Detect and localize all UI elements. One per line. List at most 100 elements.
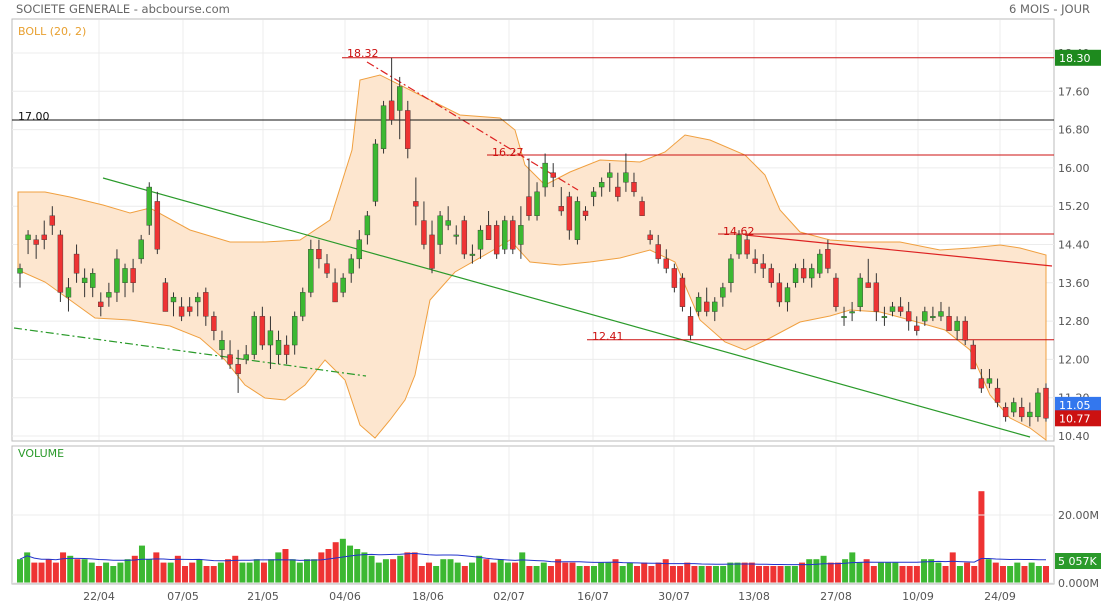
- volume-bar: [978, 491, 985, 583]
- price-tick-label: 17.60: [1058, 85, 1090, 98]
- candle-body: [154, 201, 161, 250]
- volume-bar: [619, 566, 626, 583]
- volume-bar: [569, 562, 576, 583]
- candle-body: [728, 258, 734, 283]
- candle-body: [857, 277, 863, 307]
- candle-body: [348, 258, 354, 274]
- candle-body: [437, 215, 443, 245]
- volume-bar: [705, 566, 712, 583]
- level-label: 16.27: [492, 146, 524, 159]
- candle-body: [324, 263, 330, 274]
- volume-bar: [38, 562, 45, 583]
- volume-bar: [497, 559, 504, 583]
- candle-body: [631, 182, 637, 193]
- volume-bar: [849, 552, 856, 583]
- candle-body: [493, 225, 500, 255]
- volume-bar: [246, 562, 253, 583]
- volume-axis: 20.00M 0.000M: [12, 509, 1099, 590]
- candle-body: [962, 320, 968, 341]
- candle-body: [421, 220, 427, 245]
- candle-body: [186, 306, 193, 312]
- candle-body: [841, 316, 847, 319]
- candlesticks: [17, 57, 1049, 427]
- volume-bar: [239, 562, 246, 583]
- candle-body: [518, 225, 524, 245]
- candle-body: [502, 220, 508, 250]
- volume-bar: [167, 562, 174, 583]
- price-axis: 18.4017.6016.8016.0015.2014.4013.6012.80…: [1058, 47, 1090, 443]
- candle-body: [41, 234, 47, 240]
- candle-body: [930, 316, 936, 319]
- candle-body: [211, 316, 217, 331]
- candle-body: [195, 296, 201, 303]
- volume-bar: [698, 566, 705, 583]
- volume-bar: [490, 562, 497, 583]
- candle-body: [405, 110, 411, 149]
- candle-body: [453, 234, 459, 237]
- candle-body: [380, 105, 387, 149]
- candle-body: [429, 234, 435, 269]
- volume-bar: [727, 562, 734, 583]
- candle-body: [647, 234, 653, 240]
- volume-bar: [928, 559, 935, 583]
- candle-body: [695, 296, 702, 312]
- candle-body: [825, 249, 831, 269]
- volume-bar: [562, 562, 569, 583]
- volume-bar: [842, 559, 849, 583]
- volume-bar: [325, 549, 332, 583]
- volume-bar: [770, 566, 777, 583]
- volume-value-badge: [1055, 553, 1101, 569]
- candle-body: [65, 287, 72, 298]
- candle-body: [485, 225, 492, 240]
- price-tick-label: 13.60: [1058, 277, 1090, 290]
- volume-bar: [590, 566, 597, 583]
- volume-bar: [296, 562, 303, 583]
- volume-bar: [1028, 562, 1035, 583]
- volume-bar: [791, 566, 798, 583]
- volume-bar: [877, 562, 884, 583]
- volume-bar: [404, 552, 411, 583]
- volume-bar: [52, 562, 59, 583]
- candle-body: [582, 210, 589, 216]
- volume-bar: [519, 552, 526, 583]
- volume-bar: [999, 566, 1006, 583]
- candle-body: [259, 316, 266, 346]
- volume-bar: [447, 559, 454, 583]
- volume-bar: [634, 566, 641, 583]
- volume-bar: [60, 552, 67, 583]
- volume-bar: [375, 562, 382, 583]
- candle-body: [792, 268, 799, 284]
- volume-bar: [189, 562, 196, 583]
- candle-body: [703, 301, 710, 312]
- price-tick-label: 10.40: [1058, 430, 1090, 443]
- candle-body: [388, 100, 395, 121]
- date-tick-label: 13/08: [738, 590, 770, 603]
- volume-bar: [662, 559, 669, 583]
- volume-bar: [1043, 566, 1049, 583]
- volume-bar: [583, 566, 590, 583]
- volume-bar: [275, 552, 282, 583]
- chart-title: SOCIETE GENERALE - abcbourse.com: [16, 2, 230, 16]
- candle-body: [1002, 407, 1009, 418]
- candle-body: [534, 191, 540, 216]
- volume-bar: [949, 552, 956, 583]
- candle-body: [308, 249, 314, 293]
- candle-body: [1027, 411, 1033, 418]
- volume-tick-label: 20.00M: [1058, 509, 1099, 522]
- candle-body: [663, 258, 669, 269]
- candle-body: [469, 253, 476, 256]
- volume-bar: [626, 562, 633, 583]
- candle-body: [736, 234, 742, 255]
- candle-body: [106, 292, 112, 298]
- volume-bar: [964, 562, 971, 583]
- price-badge: [1055, 396, 1101, 413]
- price-tick-label: 15.20: [1058, 200, 1090, 213]
- volume-bar: [956, 566, 963, 583]
- volume-bar: [547, 566, 554, 583]
- candle-body: [542, 162, 548, 188]
- candle-body: [130, 268, 136, 284]
- volume-bar: [88, 562, 95, 583]
- candle-body: [340, 277, 346, 293]
